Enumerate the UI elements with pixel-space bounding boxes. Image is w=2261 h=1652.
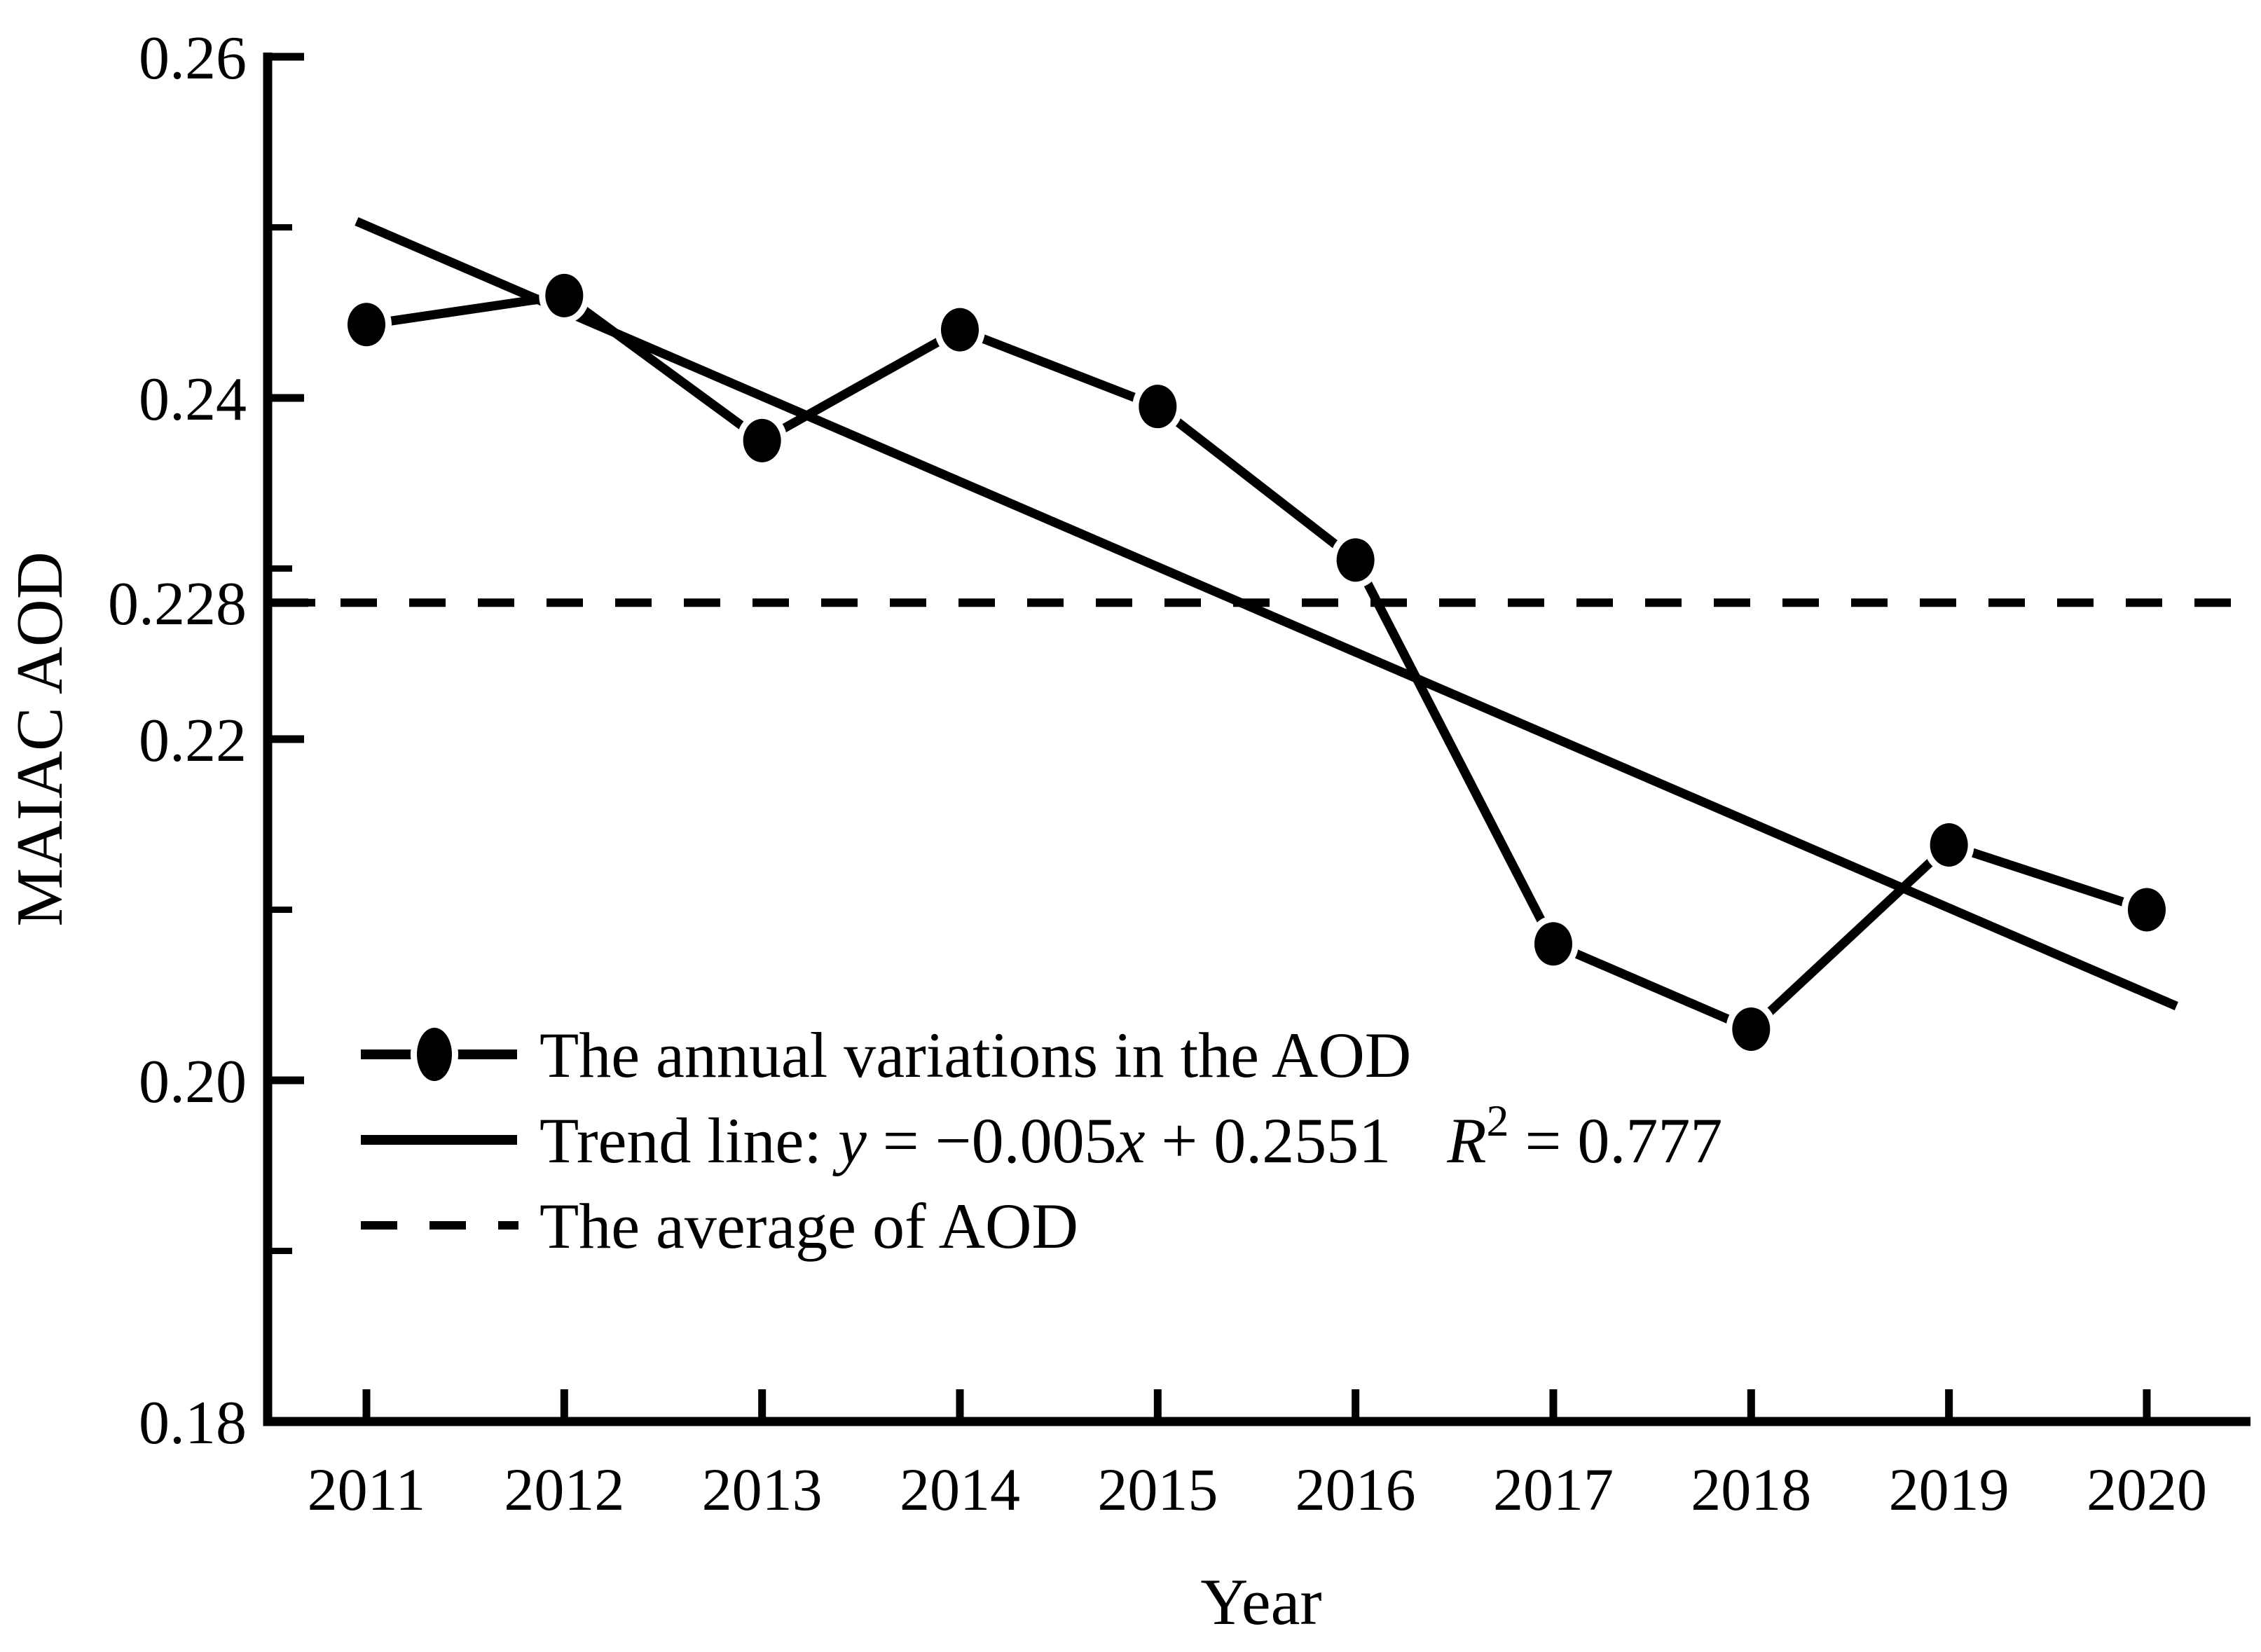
data-point-marker: [1930, 822, 1968, 867]
data-point-marker: [545, 273, 584, 317]
data-point-marker: [940, 308, 979, 352]
tick-labels: 0.26 0.24 0.22 0.20 0.18 0.228 2011 2012 2013 201…: [108, 25, 2207, 1523]
data-point-marker: [348, 303, 385, 347]
y-axis-title: MAIAC AOD: [4, 551, 76, 926]
data-point-marker: [2127, 888, 2166, 932]
data-point-marker: [1732, 1007, 1771, 1051]
legend-trend-segment: x: [1115, 1105, 1146, 1176]
legend-trend-superscript: 2: [1487, 1096, 1509, 1145]
plot-series: [272, 217, 2249, 1057]
x-tick-label: 2019: [1889, 1456, 2009, 1523]
data-point-marker: [1336, 538, 1375, 582]
x-tick-label: 2013: [702, 1456, 823, 1523]
x-tick-label: 2016: [1296, 1456, 1416, 1523]
x-tick-label: 2015: [1097, 1456, 1218, 1523]
legend: The annual variations in the AOD Trend l…: [361, 1019, 1722, 1262]
y-tick-label: 0.22: [139, 707, 247, 775]
x-tick-label: 2017: [1493, 1456, 1614, 1523]
x-tick-label: 2018: [1691, 1456, 1811, 1523]
y-average-tick-label: 0.228: [108, 570, 247, 638]
legend-trend-segment: = −0.005: [867, 1105, 1117, 1176]
x-axis-title: Year: [1200, 1566, 1321, 1639]
x-tick-label: 2012: [504, 1456, 624, 1523]
data-point-marker: [1139, 385, 1177, 429]
legend-label-average: The average of AOD: [540, 1190, 1078, 1262]
legend-label-trend-line: Trend line: y = −0.005x + 0.2551 R2 = 0.7…: [540, 1096, 1722, 1176]
aod-series-line: [366, 291, 2148, 1035]
x-tick-label: 2014: [900, 1456, 1020, 1523]
data-point-marker: [743, 418, 781, 462]
legend-trend-segment: R: [1446, 1105, 1486, 1176]
legend-trend-segment: Trend line:: [540, 1105, 838, 1176]
legend-annual-dot-marker: [417, 1028, 452, 1081]
trend-line: [355, 217, 2178, 1011]
data-point-marker: [1534, 922, 1572, 966]
legend-markers: [361, 1021, 518, 1230]
y-tick-label: 0.26: [139, 25, 247, 92]
y-tick-label: 0.24: [139, 366, 247, 434]
x-tick-label: 2020: [2087, 1456, 2207, 1523]
legend-label-annual-variations: The annual variations in the AOD: [540, 1019, 1411, 1091]
legend-trend-segment: + 0.2551: [1145, 1105, 1391, 1176]
legend-trend-segment: = 0.777: [1509, 1105, 1723, 1176]
y-tick-label: 0.20: [139, 1048, 247, 1116]
x-tick-label: 2011: [308, 1456, 426, 1523]
y-tick-label: 0.18: [139, 1389, 247, 1457]
legend-trend-segment: y: [832, 1105, 867, 1176]
